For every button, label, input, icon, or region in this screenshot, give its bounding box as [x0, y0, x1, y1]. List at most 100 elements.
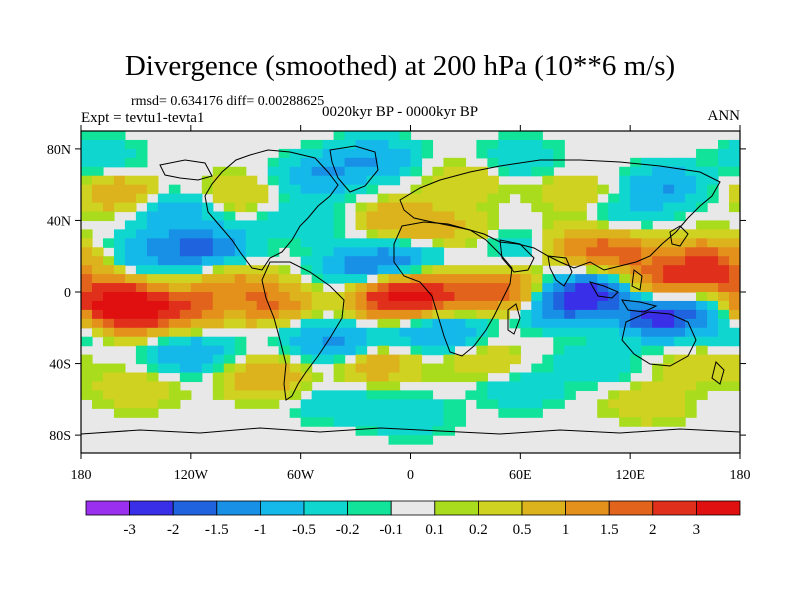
field-cell — [454, 292, 467, 302]
field-cell — [454, 399, 467, 409]
field-cell — [465, 211, 477, 222]
field-cell — [366, 426, 379, 436]
field-cell — [399, 363, 412, 374]
field-cell — [619, 318, 631, 329]
field-cell — [586, 345, 598, 356]
field-cell — [487, 238, 499, 248]
field-cell — [157, 238, 170, 248]
field-cell — [729, 363, 740, 374]
field-cell — [553, 184, 565, 195]
field-cell — [674, 202, 686, 213]
field-cell — [333, 327, 346, 338]
field-cell — [190, 336, 203, 347]
field-cell — [223, 220, 236, 230]
field-cell — [311, 372, 324, 383]
field-cell — [190, 309, 203, 320]
field-cell — [509, 184, 521, 195]
field-cell — [410, 318, 423, 329]
field-cell — [333, 274, 346, 284]
field-cell — [223, 381, 236, 391]
field-cell — [553, 300, 565, 311]
field-cell — [586, 318, 598, 329]
field-cell — [685, 193, 697, 204]
field-cell — [652, 265, 664, 275]
colorbar-label: -0.1 — [379, 522, 403, 538]
field-cell — [476, 166, 488, 177]
field-cell — [498, 408, 510, 418]
field-cell — [179, 292, 192, 302]
field-cell — [421, 327, 434, 338]
field-cell — [81, 247, 93, 257]
field-cell — [168, 300, 181, 311]
field-cell — [234, 292, 247, 302]
field-cell — [168, 327, 181, 338]
field-cell — [652, 202, 664, 213]
field-cell — [553, 157, 565, 168]
field-cell — [278, 220, 291, 230]
field-cell — [696, 274, 708, 284]
field-cell — [454, 229, 467, 239]
field-cell — [245, 292, 258, 302]
field-cell — [223, 238, 236, 248]
field-cell — [520, 390, 532, 400]
field-cell — [212, 283, 225, 293]
field-cell — [366, 408, 379, 418]
field-cell — [498, 166, 510, 177]
field-cell — [168, 283, 181, 293]
field-cell — [465, 274, 477, 284]
field-cell — [487, 157, 499, 168]
field-cell — [355, 399, 368, 409]
field-cell — [454, 327, 467, 338]
field-cell — [124, 408, 137, 418]
field-cell — [564, 300, 576, 311]
field-cell — [707, 274, 719, 284]
field-cell — [509, 408, 521, 418]
field-cell — [311, 211, 324, 222]
field-cell — [685, 327, 697, 338]
field-cell — [91, 193, 104, 204]
field-cell — [333, 318, 346, 329]
field-cell — [685, 175, 697, 186]
field-cell — [81, 265, 93, 275]
field-cell — [707, 336, 719, 347]
field-cell — [212, 193, 225, 204]
field-cell — [465, 372, 477, 383]
field-cell — [300, 363, 313, 374]
field-cell — [564, 211, 576, 222]
field-cell — [542, 292, 554, 302]
field-cell — [168, 345, 181, 356]
field-cell — [410, 283, 423, 293]
field-cell — [377, 148, 390, 159]
field-cell — [278, 345, 291, 356]
field-cell — [674, 417, 686, 427]
field-cell — [344, 336, 357, 347]
field-cell — [91, 399, 104, 409]
field-cell — [311, 238, 324, 248]
field-cell — [113, 309, 126, 320]
field-cell — [608, 345, 620, 356]
field-cell — [223, 390, 236, 400]
field-cell — [102, 157, 115, 168]
field-cell — [652, 193, 664, 204]
field-cell — [201, 300, 214, 311]
field-cell — [135, 139, 148, 150]
field-cell — [278, 157, 291, 168]
field-cell — [377, 193, 390, 204]
field-cell — [300, 238, 313, 248]
field-cell — [553, 327, 565, 338]
field-cell — [157, 336, 170, 347]
field-cell — [443, 318, 456, 329]
field-cell — [234, 318, 247, 329]
field-cell — [410, 202, 423, 213]
field-cell — [267, 247, 280, 257]
field-cell — [267, 300, 280, 311]
field-cell — [454, 175, 467, 186]
field-cell — [366, 390, 379, 400]
field-cell — [652, 175, 664, 186]
field-cell — [498, 139, 510, 150]
field-cell — [619, 327, 631, 338]
field-cell — [487, 247, 499, 257]
field-cell — [399, 292, 412, 302]
field-cell — [102, 184, 115, 195]
field-cell — [454, 211, 467, 222]
